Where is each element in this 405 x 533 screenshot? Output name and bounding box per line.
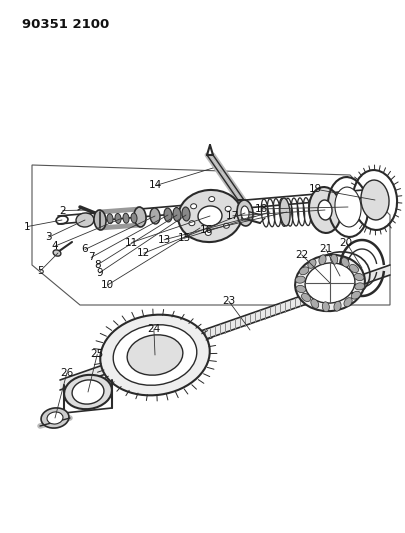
Ellipse shape bbox=[237, 200, 253, 226]
Polygon shape bbox=[60, 265, 390, 390]
Ellipse shape bbox=[299, 267, 309, 274]
Ellipse shape bbox=[134, 207, 146, 227]
Text: 16: 16 bbox=[200, 225, 213, 235]
Ellipse shape bbox=[173, 207, 181, 222]
Ellipse shape bbox=[72, 380, 104, 404]
Ellipse shape bbox=[209, 197, 215, 201]
Ellipse shape bbox=[295, 255, 365, 311]
Ellipse shape bbox=[302, 293, 311, 302]
Text: 21: 21 bbox=[320, 245, 333, 254]
Ellipse shape bbox=[113, 325, 197, 385]
Text: 17: 17 bbox=[226, 211, 239, 221]
Ellipse shape bbox=[309, 187, 341, 233]
Ellipse shape bbox=[164, 208, 172, 222]
Ellipse shape bbox=[94, 210, 106, 230]
Ellipse shape bbox=[53, 250, 61, 256]
Ellipse shape bbox=[305, 263, 355, 303]
Text: 26: 26 bbox=[60, 368, 73, 378]
Ellipse shape bbox=[115, 214, 121, 223]
Ellipse shape bbox=[191, 204, 196, 209]
Ellipse shape bbox=[296, 285, 306, 293]
Ellipse shape bbox=[318, 200, 332, 220]
Ellipse shape bbox=[123, 213, 129, 223]
Ellipse shape bbox=[351, 291, 360, 299]
Ellipse shape bbox=[178, 190, 242, 242]
Ellipse shape bbox=[361, 180, 389, 220]
Text: 24: 24 bbox=[147, 325, 160, 334]
Text: 13: 13 bbox=[158, 235, 171, 245]
Text: 5: 5 bbox=[37, 266, 44, 276]
Ellipse shape bbox=[334, 301, 341, 311]
Ellipse shape bbox=[241, 206, 249, 220]
Text: 1: 1 bbox=[24, 222, 31, 231]
Ellipse shape bbox=[64, 375, 112, 409]
Text: 18: 18 bbox=[255, 204, 268, 214]
Ellipse shape bbox=[224, 223, 229, 228]
Ellipse shape bbox=[295, 276, 305, 283]
Ellipse shape bbox=[198, 206, 222, 226]
Ellipse shape bbox=[344, 297, 352, 306]
Text: 25: 25 bbox=[91, 350, 104, 359]
Text: 7: 7 bbox=[88, 253, 94, 262]
Text: 22: 22 bbox=[295, 250, 308, 260]
Ellipse shape bbox=[330, 254, 338, 264]
Text: 4: 4 bbox=[51, 241, 58, 251]
Text: 3: 3 bbox=[45, 232, 52, 242]
Ellipse shape bbox=[107, 214, 113, 224]
Text: 8: 8 bbox=[94, 260, 100, 270]
Text: 9: 9 bbox=[96, 268, 102, 278]
Text: 20: 20 bbox=[340, 238, 353, 247]
Ellipse shape bbox=[131, 213, 137, 223]
Ellipse shape bbox=[311, 299, 319, 308]
Text: 10: 10 bbox=[101, 280, 114, 290]
Ellipse shape bbox=[47, 412, 63, 424]
Ellipse shape bbox=[205, 230, 211, 236]
Ellipse shape bbox=[182, 207, 190, 221]
Text: 15: 15 bbox=[178, 233, 191, 243]
Ellipse shape bbox=[350, 264, 358, 273]
Ellipse shape bbox=[354, 273, 364, 280]
Ellipse shape bbox=[150, 208, 160, 224]
Ellipse shape bbox=[322, 302, 329, 312]
Ellipse shape bbox=[100, 314, 210, 395]
Ellipse shape bbox=[127, 335, 183, 375]
Ellipse shape bbox=[341, 257, 349, 267]
Polygon shape bbox=[32, 165, 390, 305]
Ellipse shape bbox=[41, 408, 69, 428]
Ellipse shape bbox=[280, 198, 290, 226]
Text: 12: 12 bbox=[137, 248, 150, 258]
Text: 19: 19 bbox=[309, 184, 322, 194]
Ellipse shape bbox=[189, 221, 195, 225]
Ellipse shape bbox=[225, 206, 231, 211]
Ellipse shape bbox=[335, 187, 361, 227]
Text: 23: 23 bbox=[222, 296, 235, 306]
Ellipse shape bbox=[308, 260, 316, 268]
Text: 90351 2100: 90351 2100 bbox=[22, 18, 109, 31]
Text: 11: 11 bbox=[125, 238, 138, 247]
Ellipse shape bbox=[319, 255, 326, 265]
Text: 6: 6 bbox=[82, 245, 88, 254]
Ellipse shape bbox=[76, 213, 94, 227]
Text: 2: 2 bbox=[60, 206, 66, 215]
Text: 14: 14 bbox=[149, 181, 162, 190]
Ellipse shape bbox=[355, 283, 364, 290]
